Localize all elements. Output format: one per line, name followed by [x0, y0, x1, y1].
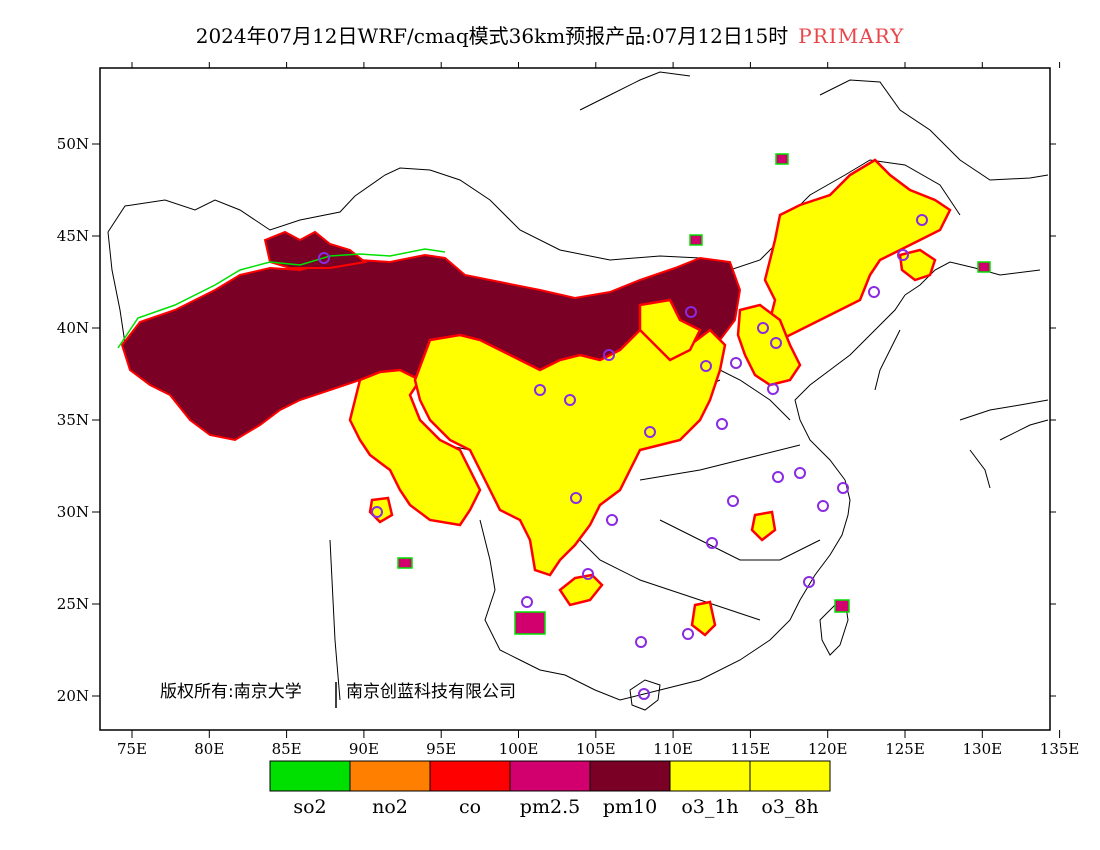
legend-label: so2 [293, 796, 326, 818]
x-tick-label: 85E [272, 740, 302, 758]
legend-swatch-pm10 [589, 760, 671, 792]
o3-regions [348, 158, 952, 637]
y-tick-label: 45N [57, 227, 89, 245]
x-tick-label: 75E [117, 740, 147, 758]
pm25-patches [397, 153, 991, 635]
map-title: 2024年07月12日WRF/cmaq模式36km预报产品:07月12日15时 P… [0, 20, 1100, 49]
legend-label: o3_8h [761, 796, 818, 818]
title-tag: PRIMARY [798, 24, 905, 48]
legend-swatch-no2 [349, 760, 431, 792]
y-tick-label: 25N [57, 595, 89, 613]
y-tick-label: 40N [57, 319, 89, 337]
y-tick-label: 30N [57, 503, 89, 521]
copyright-left: 版权所有:南京大学 [160, 682, 302, 702]
map-content: 版权所有:南京大学 南京创蓝科技有限公司 [107, 71, 1049, 711]
stations [318, 214, 928, 700]
x-tick-label: 125E [885, 740, 925, 758]
y-axis: 50N 45N 40N 35N 30N 25N 20N [57, 135, 1056, 705]
copyright-right: 南京创蓝科技有限公司 [346, 682, 516, 702]
so2-edge [117, 248, 446, 349]
legend-label: pm10 [603, 796, 657, 818]
x-tick-label: 115E [731, 740, 771, 758]
x-tick-label: 90E [349, 740, 379, 758]
legend-label: co [459, 796, 481, 818]
x-tick-label: 100E [499, 740, 539, 758]
legend-swatch-so2 [269, 760, 351, 792]
x-tick-label: 110E [653, 740, 693, 758]
pm10-north-patch [263, 230, 368, 269]
y-tick-label: 20N [57, 687, 89, 705]
legend-swatch-co [429, 760, 511, 792]
legend-swatch-pm2-5 [509, 760, 591, 792]
legend-label: no2 [372, 796, 408, 818]
x-axis: 75E 80E 85E 90E 95E 100E 105E 110E 115E 120E 125E 1… [117, 62, 1079, 758]
y-tick-label: 50N [57, 135, 89, 153]
legend-label: pm2.5 [520, 796, 580, 818]
title-main: 2024年07月12日WRF/cmaq模式36km预报产品:07月12日15时 [195, 24, 789, 48]
x-tick-label: 120E [808, 740, 848, 758]
legend: so2 no2 co pm2.5 pm10 o3_1h o3_8h [269, 760, 831, 818]
y-tick-label: 35N [57, 411, 89, 429]
legend-label: o3_1h [681, 796, 738, 818]
x-tick-label: 105E [576, 740, 616, 758]
x-tick-label: 135E [1040, 740, 1080, 758]
x-tick-label: 80E [194, 740, 224, 758]
legend-swatch-o3-1h [669, 760, 751, 792]
legend-swatch-o3-8h [749, 760, 831, 792]
x-tick-label: 95E [426, 740, 456, 758]
x-tick-label: 130E [963, 740, 1003, 758]
